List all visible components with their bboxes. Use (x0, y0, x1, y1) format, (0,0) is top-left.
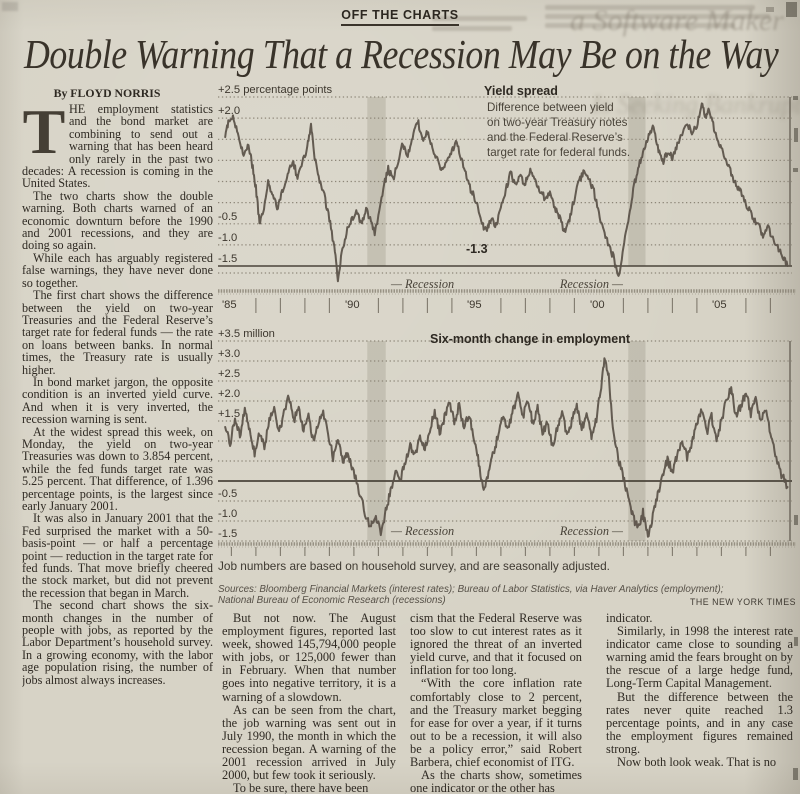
byline: By FLOYD NORRIS (53, 86, 161, 100)
chart1-subtitle-line: target rate for federal funds. (487, 146, 631, 159)
article-bottom-column-3: indicator. Similarly, in 1998 the intere… (606, 612, 793, 794)
y-axis-label: -1.5 (218, 528, 238, 540)
paragraph: But the difference between the rates nev… (606, 689, 793, 756)
article-bottom-column-2: cism that the Federal Reserve was too sl… (410, 612, 582, 794)
paragraph: But not now. The August employment figur… (222, 612, 396, 704)
paragraph: “With the core inflation rate comfortabl… (410, 676, 582, 770)
edge-fragment (766, 7, 774, 12)
y-axis-label: -0.5 (218, 488, 238, 500)
article-left-column: T HE employment statistics and the bond m… (22, 103, 213, 787)
chart1-subtitle-line: Difference between yield (487, 101, 614, 114)
chart2-title: Six-month change in employment (429, 332, 631, 346)
x-axis-label: '90 (345, 299, 360, 311)
y-axis-label: +2.0 (218, 388, 241, 400)
edge-fragment (794, 515, 798, 525)
y-axis-label: -0.5 (218, 211, 238, 223)
edge-fragment (794, 637, 798, 646)
section-kicker: OFF THE CHARTS (341, 8, 459, 26)
recession-label-right: Recession — (559, 277, 623, 291)
article-bottom-column-1: But not now. The August employment figur… (222, 612, 396, 794)
bleed-through-headline: a Software Maker (570, 4, 784, 37)
y-axis-label: +3.5 million (218, 328, 275, 340)
newspaper-credit: THE NEW YORK TIMES (690, 597, 796, 607)
y-axis-label: -1.0 (218, 232, 238, 244)
y-axis-label: +2.0 (218, 105, 241, 117)
paragraph: The second chart shows the six-month cha… (22, 598, 213, 687)
headline: Double Warning That a Recession May Be o… (24, 31, 779, 77)
recession-label-left: — Recession (391, 524, 455, 538)
bleed-through-text (545, 14, 770, 19)
bleed-through-text (545, 5, 755, 10)
recession-band (628, 341, 646, 541)
edge-fragment (793, 768, 798, 780)
bleed-through-text (432, 16, 527, 21)
series-line (224, 102, 789, 283)
drop-cap: T (22, 103, 66, 167)
paragraph: cism that the Federal Reserve was too sl… (410, 612, 582, 678)
scan-smudge (2, 2, 18, 11)
recession-band (628, 97, 646, 266)
recession-band (367, 341, 386, 541)
x-axis-label: '85 (222, 299, 237, 311)
chart1-value-callout: -1.3 (466, 242, 488, 256)
recession-label-left: — Recession (391, 277, 455, 291)
y-axis-label: +3.0 (218, 348, 241, 360)
paragraph: To be sure, there have been (233, 781, 369, 794)
sources-line: National Bureau of Economic Research (re… (218, 595, 446, 606)
edge-fragment (793, 96, 798, 100)
paragraph: At the widest spread this week, on Monda… (22, 424, 213, 513)
bleed-through-headline-2: Is Seeking Bankruptcy (592, 90, 800, 119)
paragraph: Similarly, in 1998 the interest rate ind… (606, 624, 793, 691)
sources-line: Sources: Bloomberg Financial Markets (in… (218, 584, 724, 595)
paragraph: In bond market jargon, the opposite cond… (22, 374, 213, 427)
edge-fragment (786, 2, 797, 17)
paragraph: indicator. (606, 612, 653, 625)
edge-fragment (794, 128, 798, 142)
paragraph: As can be seen from the chart, the job w… (222, 702, 396, 783)
chart1-title: Yield spread (484, 84, 558, 98)
chart1-subtitle-line: and the Federal Reserve’s (487, 131, 623, 144)
y-axis-label: -1.0 (218, 508, 238, 520)
chart1-subtitle-line: on two-year Treasury notes (487, 116, 628, 129)
paragraph: It was also in January 2001 that the Fed… (22, 511, 213, 600)
paragraph: Now both look weak. That is no (617, 755, 777, 770)
section-kicker-wrap: OFF THE CHARTS (0, 6, 800, 26)
x-axis-label: '05 (712, 299, 727, 311)
x-axis-label: '95 (467, 299, 482, 311)
figure-caption: Job numbers are based on household surve… (218, 559, 610, 573)
opening-paragraph: T HE employment statistics and the bond m… (22, 103, 213, 191)
y-axis-label: -1.5 (218, 253, 238, 265)
x-axis-label: '00 (590, 299, 605, 311)
edge-fragment (793, 168, 798, 172)
paragraph: As the charts show, sometimes one indica… (410, 768, 582, 794)
y-axis-label: +2.5 percentage points (218, 84, 333, 96)
series-line (224, 357, 789, 538)
paragraph: The two charts show the double warning. … (22, 188, 213, 253)
recession-label-right: Recession — (559, 524, 623, 538)
y-axis-label: +1.5 (218, 408, 241, 420)
paragraph: The first chart shows the difference bet… (22, 288, 213, 377)
paragraph: While each has arguably registered false… (22, 250, 213, 290)
bleed-through-text (432, 26, 512, 31)
bleed-through-text (545, 23, 735, 28)
y-axis-label: +2.5 (218, 368, 241, 380)
